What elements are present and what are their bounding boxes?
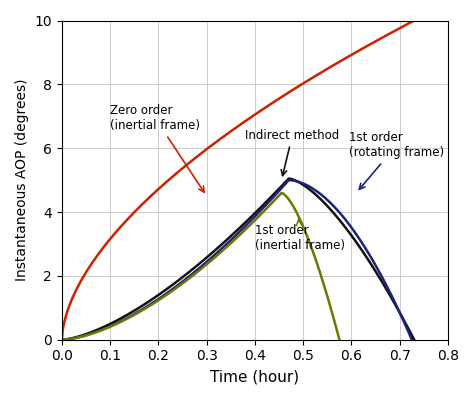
Y-axis label: Instantaneous AOP (degrees): Instantaneous AOP (degrees) <box>15 79 29 281</box>
Text: 1st order
(inertial frame): 1st order (inertial frame) <box>255 218 345 252</box>
Text: Zero order
(inertial frame): Zero order (inertial frame) <box>110 104 204 192</box>
Text: 1st order
(rotating frame): 1st order (rotating frame) <box>349 131 444 190</box>
Text: Indirect method: Indirect method <box>246 128 339 176</box>
X-axis label: Time (hour): Time (hour) <box>210 369 300 384</box>
